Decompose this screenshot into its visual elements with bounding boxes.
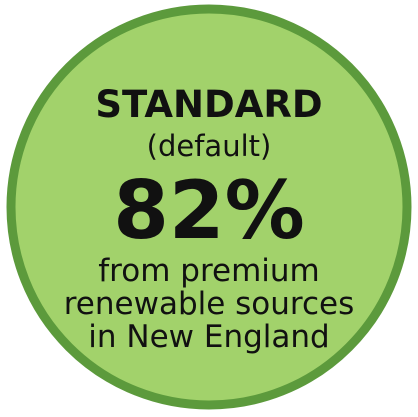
- badge-line: from premium: [98, 253, 319, 289]
- badge-subtitle: (default): [147, 129, 272, 163]
- badge-line: in New England: [88, 319, 329, 355]
- badge-figure: 82%: [113, 164, 304, 257]
- badge-circle: [6, 4, 412, 410]
- badge-title: STANDARD: [95, 83, 322, 126]
- badge-line: renewable sources: [64, 286, 355, 322]
